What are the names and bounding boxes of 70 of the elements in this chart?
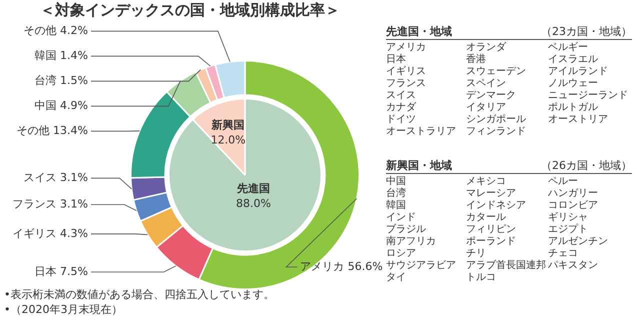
text: アラブ首長国連邦 [466,260,547,272]
text: ポルトガル [548,102,599,114]
text: 新興国・地域 [386,159,452,172]
text: インド [386,212,417,224]
text: ハンガリー [548,188,599,200]
text: トルコ [466,272,497,284]
slice-label: フランス 3.1% [12,197,88,210]
chart-title: ＜対象インデックスの国・地域別構成比率＞ [40,1,340,20]
text: カタール [466,212,507,224]
text: ノルウェー [548,78,599,90]
text: 先進国・地域 [386,25,452,38]
slice-label: 台湾 1.5% [34,74,88,88]
text: ポーランド [466,236,517,248]
text: ドイツ [386,114,417,126]
text: パキスタン [548,260,599,272]
slice-label: その他 4.2% [24,24,88,38]
text: ベルギー [548,42,589,54]
text: 韓国 [386,200,407,212]
text: オランダ [466,42,508,54]
slice-label: アメリカ 56.6% [300,260,383,273]
slice-label: 韓国 1.4% [34,49,88,62]
text: イギリス [386,66,427,78]
slice-label: 日本 7.5% [34,264,88,278]
text: デンマーク [466,90,517,102]
text: インドネシア [466,200,527,212]
text: イスラエル [548,54,599,66]
text: •表示桁未満の数値がある場合、四捨五入しています。 [4,287,274,302]
slice-label: イギリス 4.3% [12,226,88,240]
text: アイルランド [548,66,609,78]
text: フィリピン [466,224,517,236]
data-label: 88.0% [236,197,271,210]
slice-label: 中国 4.9% [34,99,88,112]
text: （23カ国・地域） [541,25,632,38]
text: メキシコ [466,176,507,188]
text: タイ [386,272,407,284]
text: フィンランド [466,126,527,138]
text: スウェーデン [466,66,527,78]
slice-label: その他 13.4% [16,124,88,138]
text: フランス [386,78,427,90]
text: 日本 [386,54,407,66]
text: ニュージーランド [548,90,629,102]
text: シンガポール [466,114,527,126]
text: アメリカ [386,42,427,54]
text: チリ [466,248,487,260]
slice-label: 新興国 [210,118,245,132]
text: エジプト [548,224,589,236]
text: マレーシア [466,188,517,200]
slice-label: 先進国 [236,182,270,196]
text: ロシア [386,248,417,260]
text: オーストリア [548,114,609,126]
text: チェコ [548,248,579,260]
text: （26カ国・地域） [541,159,632,172]
text: イタリア [466,102,507,114]
slice-label: スイス 3.1% [24,171,88,184]
text: オーストラリア [386,126,457,138]
text: 台湾 [386,188,407,200]
text: ペルー [548,176,579,188]
text: スペイン [466,78,507,90]
text: ブラジル [386,224,427,236]
text: 南アフリカ [386,236,437,248]
text: 中国 [386,176,407,188]
text: コロンビア [548,200,599,212]
text: ギリシャ [548,212,589,224]
text: アルゼンチン [548,236,609,248]
text: 香港 [466,54,487,66]
data-label: 12.0% [210,133,246,146]
text: •（2020年3月末現在） [4,302,124,317]
text: サウジアラビア [386,260,457,272]
text: スイス [386,90,417,102]
text: カナダ [386,102,418,114]
